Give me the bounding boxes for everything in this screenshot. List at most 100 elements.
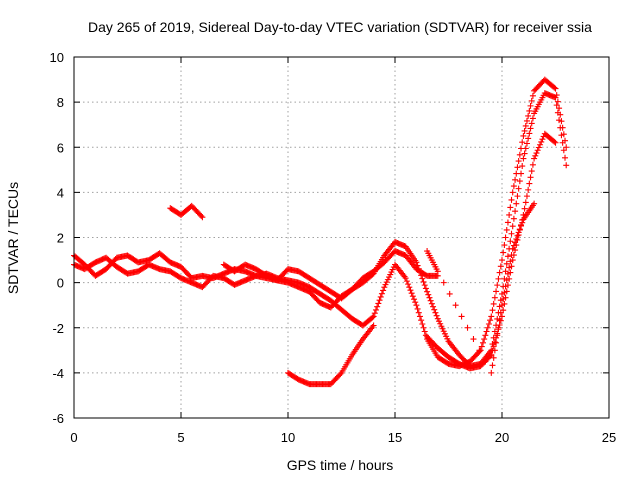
data-point (337, 371, 344, 378)
data-point (563, 144, 570, 151)
data-point (529, 115, 536, 122)
data-point (560, 147, 567, 154)
data-point (424, 288, 431, 295)
data-point (458, 313, 465, 320)
data-point (525, 112, 532, 119)
data-point (489, 307, 496, 314)
data-point (525, 135, 532, 142)
data-point (434, 268, 441, 275)
data-point (414, 305, 421, 312)
data-point (419, 275, 426, 282)
data-point (525, 186, 532, 193)
y-tick-label: 10 (50, 50, 64, 65)
y-tick-label: -4 (52, 366, 64, 381)
data-point (482, 332, 489, 339)
data-point (515, 158, 522, 165)
data-point (485, 320, 492, 327)
data-point (488, 351, 495, 358)
data-point (503, 260, 510, 267)
data-point (551, 84, 558, 91)
data-point (433, 312, 440, 319)
data-point (510, 183, 517, 190)
data-point (491, 294, 498, 301)
data-point (493, 288, 500, 295)
data-point (559, 139, 566, 146)
data-point (495, 275, 502, 282)
data-point (493, 339, 500, 346)
data-point (526, 180, 533, 187)
data-point (519, 219, 526, 226)
data-point (537, 141, 544, 148)
series-track-b (71, 90, 570, 370)
data-point (506, 211, 513, 218)
data-point (522, 145, 529, 152)
data-point (504, 219, 511, 226)
y-axis: -6 -4 -2 0 2 4 6 8 10 (50, 50, 609, 426)
data-point (554, 109, 561, 116)
data-point (510, 215, 517, 222)
y-tick-label: -2 (52, 321, 64, 336)
data-point (507, 238, 514, 245)
data-point (516, 178, 523, 185)
data-point (495, 324, 502, 331)
y-axis-label: SDTVAR / TECUs (5, 182, 21, 294)
data-point (503, 226, 510, 233)
data-point (522, 122, 529, 129)
data-point (494, 282, 501, 289)
data-point (421, 282, 428, 289)
data-point (532, 152, 539, 159)
data-point (369, 314, 376, 321)
data-point (529, 92, 536, 99)
data-point (488, 369, 495, 376)
data-point (514, 164, 521, 171)
data-point (440, 279, 447, 286)
data-point (484, 324, 491, 331)
data-point (483, 328, 490, 335)
x-tick-label: 25 (602, 430, 616, 445)
data-point (488, 313, 495, 320)
data-point (409, 293, 416, 300)
data-point (370, 313, 377, 320)
data-point (518, 170, 525, 177)
data-point (503, 277, 510, 284)
data-point (470, 336, 477, 343)
data-point (520, 132, 527, 139)
data-point (427, 297, 434, 304)
data-point (502, 234, 509, 241)
data-point (403, 278, 410, 285)
data-point (557, 124, 564, 131)
data-point (527, 102, 534, 109)
data-point (494, 332, 501, 339)
data-point (508, 252, 515, 259)
data-point (497, 309, 504, 316)
data-point (491, 347, 498, 354)
data-point (378, 290, 385, 297)
x-tick-label: 0 (70, 430, 77, 445)
data-point (420, 324, 427, 331)
data-point (375, 300, 382, 307)
data-point (502, 283, 509, 290)
data-point (521, 205, 528, 212)
data-point (509, 189, 516, 196)
data-point (420, 278, 427, 285)
data-point (446, 290, 453, 297)
data-point (487, 317, 494, 324)
data-point (528, 120, 535, 127)
data-point (500, 295, 507, 302)
data-point (506, 264, 513, 271)
data-point (501, 289, 508, 296)
data-point (428, 300, 435, 307)
data-point (508, 230, 515, 237)
data-point (504, 270, 511, 277)
data-point (374, 303, 381, 310)
x-tick-label: 10 (281, 430, 295, 445)
data-point (509, 223, 516, 230)
data-point (199, 214, 206, 221)
data-point (529, 161, 536, 168)
data-point (563, 162, 570, 169)
data-point (556, 117, 563, 124)
data-point (411, 296, 418, 303)
data-point (513, 200, 520, 207)
data-point (499, 313, 505, 320)
data-point (512, 176, 519, 183)
